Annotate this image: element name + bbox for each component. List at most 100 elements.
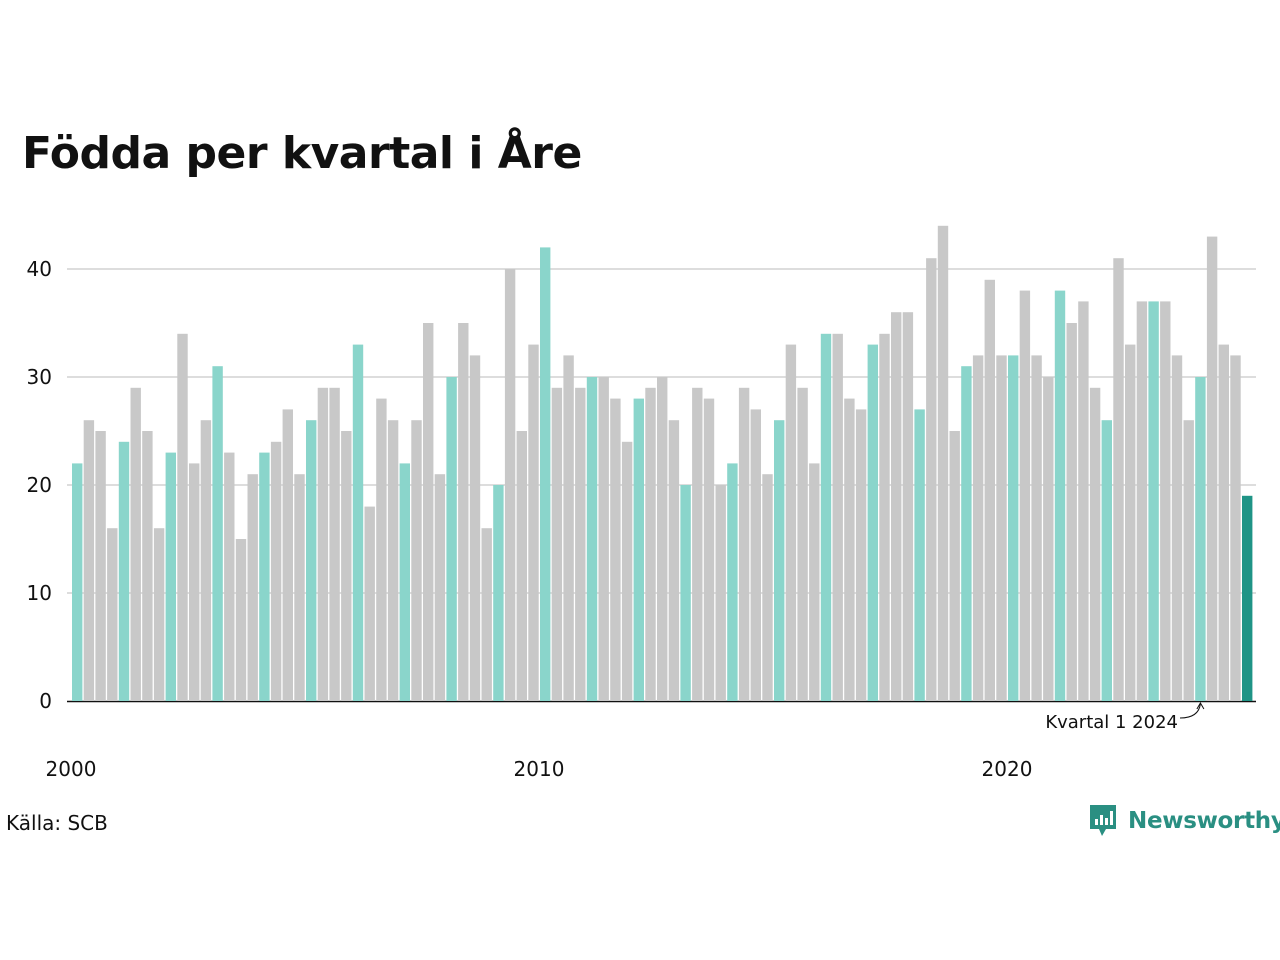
bar xyxy=(364,506,375,701)
bars xyxy=(72,225,1253,702)
bar xyxy=(516,431,527,701)
bar xyxy=(1043,377,1054,701)
bar xyxy=(165,452,176,701)
bar xyxy=(879,333,890,701)
bar xyxy=(423,323,434,701)
bar xyxy=(83,420,95,701)
bar xyxy=(212,366,223,701)
y-tick-label: 40 xyxy=(27,257,52,281)
bar xyxy=(1206,236,1218,701)
bar xyxy=(107,528,118,701)
bar xyxy=(411,420,422,701)
newsworthy-logo-icon xyxy=(1090,805,1116,836)
bar xyxy=(738,387,750,701)
bar xyxy=(668,420,680,701)
bar xyxy=(1008,355,1019,701)
bar xyxy=(352,344,364,701)
bar xyxy=(1101,420,1112,701)
bar xyxy=(446,377,457,701)
bar xyxy=(270,441,282,701)
bar xyxy=(329,387,340,701)
bar xyxy=(504,269,516,701)
bar xyxy=(1031,355,1042,701)
bar xyxy=(972,355,984,701)
bar xyxy=(1089,387,1101,701)
x-tick-label: 2000 xyxy=(46,757,97,781)
brand-logo[interactable]: Newsworthy xyxy=(1088,803,1280,839)
bar xyxy=(1171,355,1183,701)
bar xyxy=(1218,344,1229,701)
y-tick-label: 0 xyxy=(39,689,52,713)
chart-title: Födda per kvartal i Åre xyxy=(22,128,582,179)
bar xyxy=(633,398,644,701)
bar xyxy=(867,344,878,701)
bar xyxy=(774,420,785,701)
annotation-label: Kvartal 1 2024 xyxy=(1045,712,1178,733)
bar xyxy=(715,485,726,701)
bar xyxy=(95,431,106,701)
bar xyxy=(317,387,329,701)
annotation-arrowhead xyxy=(1196,702,1205,710)
bar xyxy=(235,539,247,701)
bar xyxy=(598,377,609,701)
bar xyxy=(551,387,563,701)
bar xyxy=(177,333,188,701)
bar xyxy=(1054,290,1066,701)
bar xyxy=(1066,323,1077,701)
bar xyxy=(937,225,949,702)
bar xyxy=(984,279,995,701)
bar xyxy=(224,452,235,701)
bar xyxy=(750,409,761,701)
x-axis-ticks: 2000 2010 2020 xyxy=(46,757,1033,781)
bar xyxy=(118,441,130,701)
bar xyxy=(1136,301,1148,701)
x-tick-label: 2020 xyxy=(982,757,1033,781)
source-label: Källa: SCB xyxy=(6,811,108,835)
bar xyxy=(200,420,212,701)
bar xyxy=(142,431,153,701)
bar xyxy=(1195,377,1206,701)
bar xyxy=(820,333,832,701)
bar xyxy=(282,409,293,701)
bar xyxy=(586,377,598,701)
bar xyxy=(72,463,83,701)
bar xyxy=(703,398,715,701)
bar xyxy=(1160,301,1171,701)
bar xyxy=(727,463,738,701)
bar xyxy=(1113,258,1124,701)
bar xyxy=(610,398,621,701)
bar xyxy=(1242,495,1253,701)
bar xyxy=(902,312,914,701)
bar xyxy=(1019,290,1031,701)
bar xyxy=(1078,301,1089,701)
y-tick-label: 20 xyxy=(27,473,52,497)
bar xyxy=(657,377,668,701)
bar xyxy=(387,420,399,701)
brand-name: Newsworthy xyxy=(1128,808,1280,834)
bar xyxy=(528,344,539,701)
bar xyxy=(259,452,270,701)
bar xyxy=(481,528,492,701)
annotation-arrow xyxy=(1179,703,1201,719)
bar xyxy=(926,258,937,701)
bar xyxy=(469,355,481,701)
bar xyxy=(855,409,867,701)
bar xyxy=(247,474,258,701)
bar xyxy=(493,485,504,701)
bar xyxy=(785,344,797,701)
bar xyxy=(1148,301,1159,701)
y-tick-label: 30 xyxy=(27,365,52,389)
bar xyxy=(306,420,317,701)
bar xyxy=(680,485,691,701)
bar xyxy=(914,409,925,701)
bar xyxy=(1183,420,1194,701)
bar xyxy=(458,323,469,701)
bar xyxy=(575,387,586,701)
bar xyxy=(692,387,703,701)
annotation: Kvartal 1 2024 xyxy=(1045,702,1205,733)
bar xyxy=(563,355,574,701)
bar xyxy=(621,441,633,701)
bar xyxy=(996,355,1007,701)
bar xyxy=(294,474,305,701)
bar xyxy=(645,387,656,701)
